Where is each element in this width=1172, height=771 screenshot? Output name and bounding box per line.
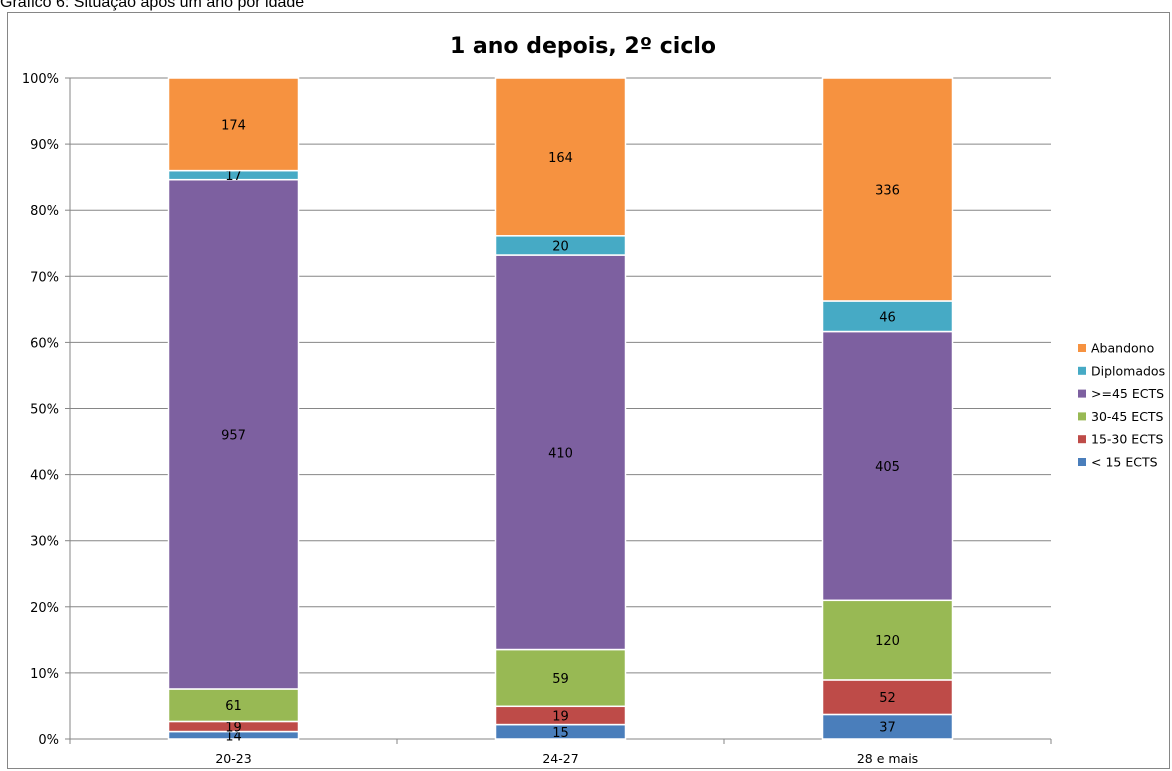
- x-category-label: 20-23: [215, 751, 251, 766]
- legend: Abandono Diplomados >=45 ECTS 30-45 ECTS 15-…: [1078, 341, 1165, 470]
- data-label: 15: [552, 726, 569, 741]
- data-label: 37: [879, 721, 896, 736]
- data-label: 46: [879, 310, 896, 325]
- bar-stack: 37 52 120 405 46 336: [821, 77, 954, 740]
- legend-label: 15-30 ECTS: [1091, 432, 1164, 447]
- y-tick-label: 10%: [30, 667, 59, 682]
- y-tick-label: 20%: [30, 601, 59, 616]
- data-label: 17: [225, 169, 242, 184]
- data-label: 61: [225, 699, 242, 714]
- legend-item: 30-45 ECTS: [1078, 409, 1164, 424]
- bar-segment: [167, 178, 300, 690]
- y-axis-ticks: 0% 10% 20% 30% 40% 50% 60% 70% 80% 90% 100%: [22, 72, 59, 748]
- bar-segment: [821, 77, 954, 302]
- bar-segment: [821, 599, 954, 681]
- bar-segment: [494, 254, 627, 651]
- legend-swatch: [1078, 366, 1086, 375]
- legend-label: < 15 ECTS: [1091, 455, 1158, 470]
- bar-segment: [494, 77, 627, 237]
- x-category-label: 24-27: [542, 751, 578, 766]
- data-label: 410: [548, 446, 573, 461]
- y-tick-label: 80%: [30, 204, 59, 219]
- legend-item: >=45 ECTS: [1078, 386, 1164, 401]
- legend-item: 15-30 ECTS: [1078, 432, 1164, 447]
- data-label: 19: [552, 709, 569, 724]
- legend-swatch: [1078, 389, 1086, 398]
- legend-swatch: [1078, 344, 1086, 352]
- x-category-label: 28 e mais: [857, 751, 918, 766]
- legend-label: 30-45 ECTS: [1091, 409, 1164, 424]
- data-label: 336: [875, 183, 900, 198]
- figure-caption: Gráfico 6: Situação após um ano por idad…: [0, 0, 305, 11]
- y-tick-label: 30%: [30, 535, 59, 550]
- bar-segment: [167, 77, 300, 172]
- bar-stack: 15 19 59 410 20 164: [494, 77, 627, 741]
- y-tick-label: 90%: [30, 138, 59, 153]
- legend-swatch: [1078, 458, 1086, 466]
- legend-item: Abandono: [1078, 341, 1154, 356]
- chart-title: 1 ano depois, 2º ciclo: [450, 34, 716, 59]
- y-tick-label: 40%: [30, 469, 59, 484]
- data-label: 405: [875, 460, 900, 475]
- legend-swatch: [1078, 435, 1086, 444]
- legend-label: >=45 ECTS: [1091, 386, 1164, 401]
- y-tick-label: 70%: [30, 270, 59, 285]
- data-label: 20: [552, 239, 569, 254]
- legend-item: Diplomados: [1078, 363, 1165, 378]
- y-tick-label: 50%: [30, 403, 59, 418]
- y-tick-label: 100%: [22, 72, 59, 87]
- data-label: 19: [225, 720, 242, 735]
- data-label: 957: [221, 428, 246, 443]
- bar-segment: [821, 679, 954, 716]
- bar-segment: [821, 713, 954, 740]
- data-label: 120: [875, 634, 900, 649]
- bar-segment: [821, 330, 954, 602]
- legend-label: Abandono: [1091, 341, 1154, 356]
- legend-label: Diplomados: [1091, 363, 1165, 378]
- y-tick-label: 0%: [38, 733, 59, 748]
- data-label: 52: [879, 691, 896, 706]
- y-tick-label: 60%: [30, 336, 59, 351]
- data-label: 164: [548, 151, 573, 166]
- data-label: 14: [225, 729, 242, 744]
- data-label: 174: [221, 118, 246, 133]
- x-axis: 20-23 24-27 28 e mais: [69, 739, 1052, 766]
- legend-item: < 15 ECTS: [1078, 455, 1158, 470]
- legend-swatch: [1078, 412, 1086, 421]
- bars: 1419619571717415195941020164375212040546…: [167, 77, 954, 744]
- bar-segment: [494, 648, 627, 708]
- data-label: 59: [552, 672, 569, 687]
